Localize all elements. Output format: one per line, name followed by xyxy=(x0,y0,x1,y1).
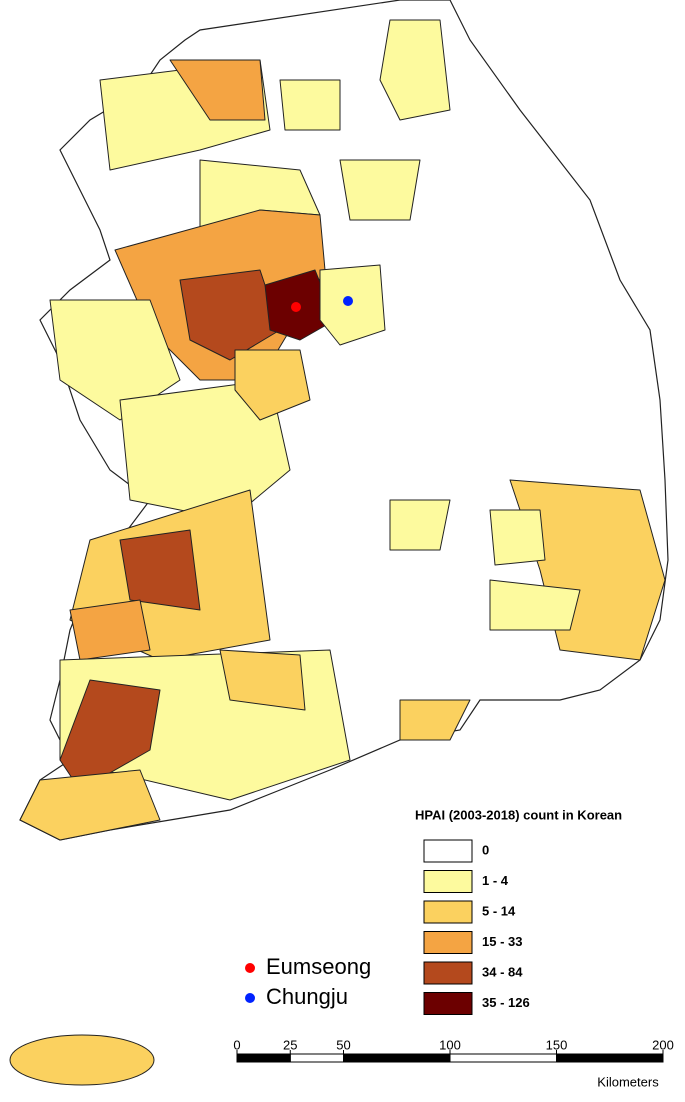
region xyxy=(234,349,311,421)
region xyxy=(179,269,281,361)
scale-segment xyxy=(449,1053,557,1063)
scale-tick-label: 50 xyxy=(336,1037,350,1052)
legend-swatch xyxy=(423,992,473,1015)
scale-tick-label: 25 xyxy=(283,1037,297,1052)
regions xyxy=(9,19,666,1086)
scale-tick-label: 200 xyxy=(652,1037,674,1052)
legend-label: 15 - 33 xyxy=(482,934,522,949)
region xyxy=(379,19,451,121)
legend-swatch xyxy=(423,870,473,893)
region xyxy=(279,79,341,131)
legend-title: HPAI (2003-2018) count in Korean xyxy=(415,807,622,822)
legend-label: 1 - 4 xyxy=(482,873,509,888)
scale-segment xyxy=(236,1053,291,1063)
region xyxy=(489,509,546,566)
marker-legend-label: Eumseong xyxy=(266,954,371,979)
region xyxy=(319,264,386,346)
scale-unit: Kilometers xyxy=(597,1074,659,1089)
marker-legend-dot xyxy=(245,963,255,973)
scale-segment xyxy=(343,1053,451,1063)
legend-label: 34 - 84 xyxy=(482,964,523,979)
region xyxy=(399,699,471,741)
site-marker xyxy=(291,302,301,312)
region xyxy=(169,59,266,121)
scale-tick-label: 150 xyxy=(546,1037,568,1052)
legend-swatch xyxy=(423,900,473,924)
region xyxy=(219,649,306,711)
legend-swatch xyxy=(423,961,473,985)
legend-label: 35 - 126 xyxy=(482,995,530,1010)
region xyxy=(9,1034,155,1086)
region xyxy=(59,679,161,791)
scale-tick-label: 100 xyxy=(439,1037,461,1052)
scale-segment xyxy=(289,1053,344,1063)
region xyxy=(69,599,151,661)
region xyxy=(389,499,451,551)
marker-legend-label: Chungju xyxy=(266,984,348,1009)
legend-label: 0 xyxy=(482,842,489,857)
region xyxy=(489,579,581,631)
legend-label: 5 - 14 xyxy=(482,903,516,918)
scale-segment xyxy=(556,1053,664,1063)
region xyxy=(509,479,666,661)
region xyxy=(19,769,161,841)
site-marker xyxy=(343,296,353,306)
legend-swatch xyxy=(423,839,473,863)
marker-legend-dot xyxy=(245,993,255,1003)
region xyxy=(119,529,201,611)
region xyxy=(339,159,421,221)
scale-tick-label: 0 xyxy=(233,1037,240,1052)
legend-swatch xyxy=(423,931,473,954)
